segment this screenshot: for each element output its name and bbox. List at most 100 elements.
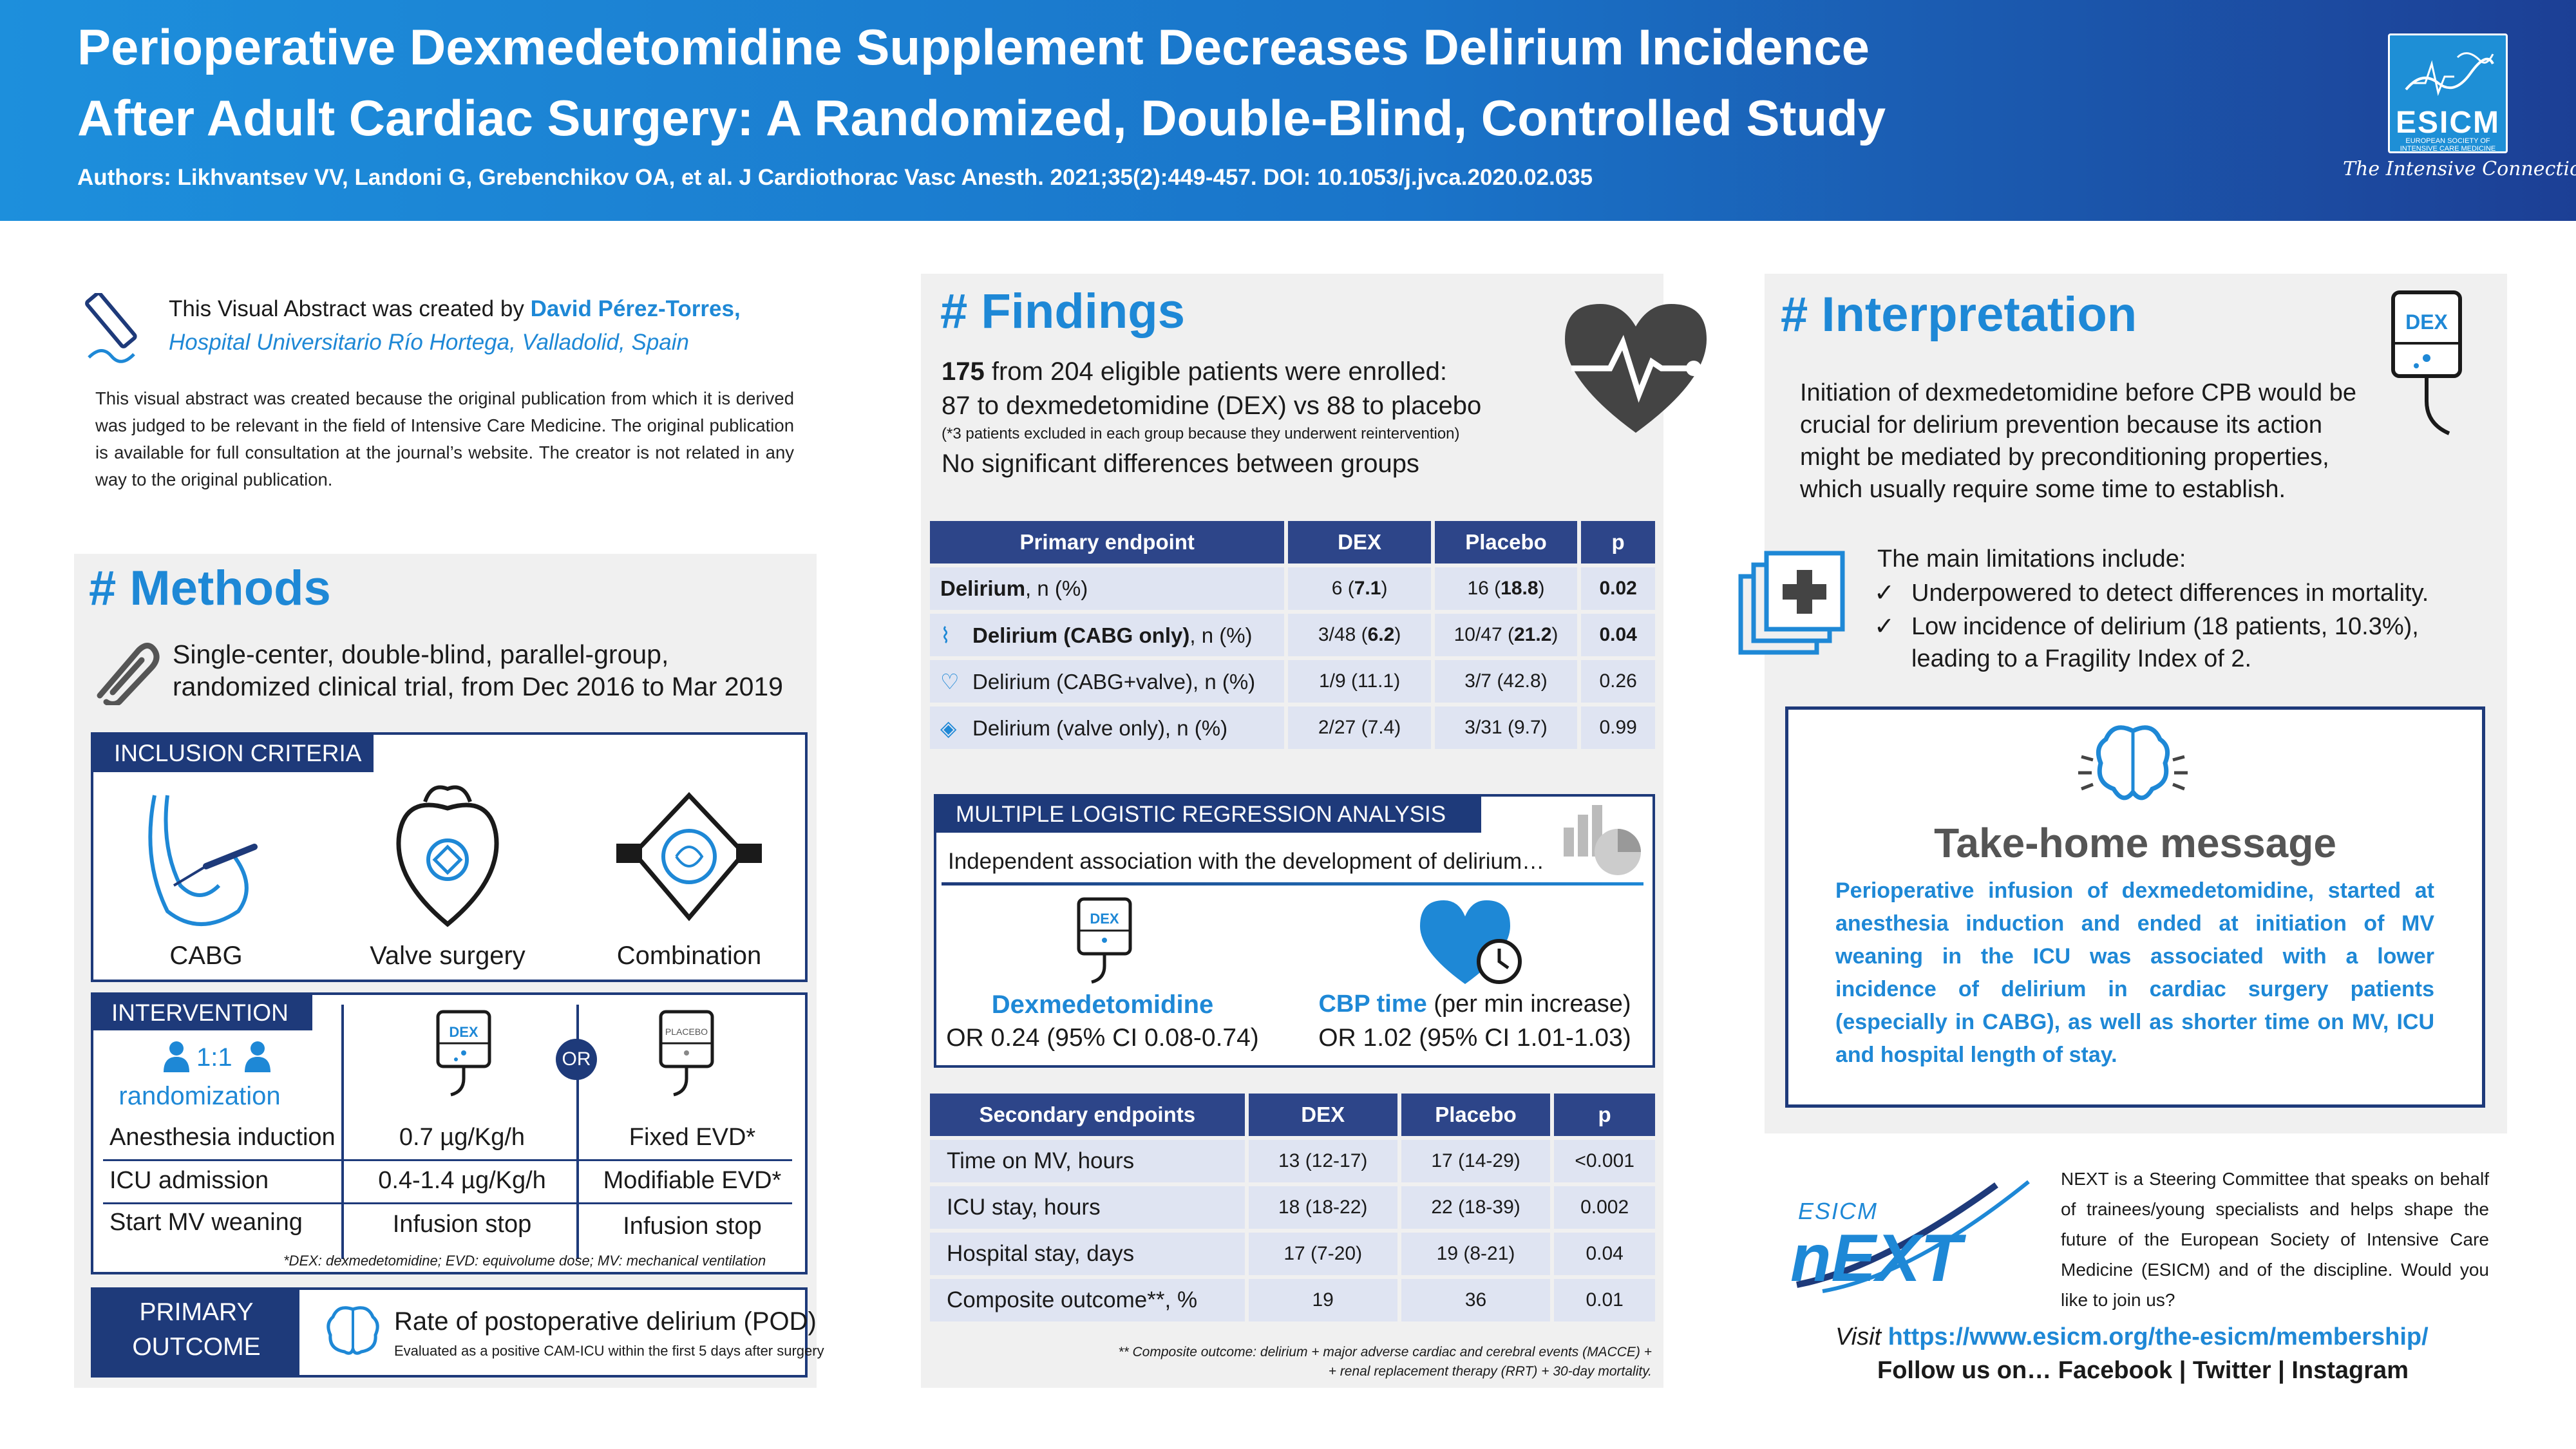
row-divider: [103, 1202, 792, 1204]
table-row: ◈ Delirium (valve only), n (%) 2/27 (7.4)…: [930, 706, 1655, 749]
cell-p: 0.04: [1554, 1233, 1655, 1275]
heart-clock-icon: [1420, 900, 1522, 984]
cell-dex: 3/48 (6.2): [1288, 614, 1431, 656]
limitation-item: ✓ Underpowered to detect differences in m…: [1874, 578, 2429, 607]
secondary-endpoint-table: Secondary endpoints DEX Placebo p Time o…: [926, 1090, 1659, 1325]
regression-subtitle: Independent association with the develop…: [948, 849, 1545, 874]
inclusion-item-valve: Valve surgery: [370, 942, 526, 970]
row-label-bold: Delirium: [940, 576, 1026, 600]
take-home-text: Perioperative infusion of dexmedetomidin…: [1835, 878, 2434, 1067]
creator-affiliation: Hospital Universitario Río Hortega, Vall…: [169, 330, 689, 355]
cell-placebo-bold: 21.2: [1514, 624, 1552, 645]
primary-outcome-text: Rate of postoperative delirium (POD): [394, 1307, 817, 1336]
cell-placebo-pre: 10/47 (: [1454, 624, 1514, 645]
person-icon: [164, 1041, 189, 1072]
header-placebo: Placebo: [1401, 1094, 1551, 1136]
visit-line: Visit https://www.esicm.org/the-esicm/me…: [1835, 1323, 2429, 1351]
limitation-text: Underpowered to detect differences in mo…: [1911, 580, 2429, 607]
or-badge: OR: [556, 1039, 597, 1080]
cell-placebo: 36: [1401, 1279, 1551, 1321]
regression-right-title-rest: (per min increase): [1426, 990, 1631, 1018]
row-label-rest: , n (%): [1025, 576, 1088, 600]
row-placebo-anesthesia: Fixed EVD*: [629, 1124, 756, 1151]
cell-placebo-post: ): [1538, 578, 1545, 599]
inclusion-criteria-label: INCLUSION CRITERIA: [93, 735, 374, 772]
row-placebo-weaning: Infusion stop: [623, 1213, 762, 1240]
interpretation-line: which usually require some time to estab…: [1800, 476, 2286, 503]
cell-p: 0.04: [1581, 614, 1655, 656]
regression-right-title: CBP time: [1318, 990, 1427, 1018]
row-dex-weaning: Infusion stop: [392, 1211, 532, 1238]
interpretation-line: might be mediated by preconditioning pro…: [1800, 444, 2329, 471]
enrolled-line: 175 from 204 eligible patients were enro…: [942, 357, 1447, 386]
header-p: p: [1554, 1094, 1655, 1136]
header-dex: DEX: [1248, 1094, 1397, 1136]
cell-p: 0.02: [1581, 567, 1655, 610]
heart-mini-icon: ♡: [940, 669, 960, 694]
table-header-row: Secondary endpoints DEX Placebo p: [930, 1094, 1655, 1136]
dex-bag-label: DEX: [449, 1024, 478, 1040]
table-row: ♡ Delirium (CABG+valve), n (%) 1/9 (11.1)…: [930, 660, 1655, 703]
title-line-2: After Adult Cardiac Surgery: A Randomize…: [77, 90, 1886, 146]
row-label-rest: Delirium (CABG+valve), n (%): [972, 669, 1256, 694]
creator-line: This Visual Abstract was created by Davi…: [169, 296, 741, 322]
cell-p: 0.01: [1554, 1279, 1655, 1321]
regression-bag-label: DEX: [1090, 911, 1119, 927]
cell-dex-pre: 6 (: [1331, 578, 1354, 599]
interpretation-title: # Interpretation: [1781, 287, 2137, 342]
cabg-icon: [148, 795, 258, 926]
randomization-ratio: 1:1: [196, 1043, 232, 1072]
esicm-logo: ESICM EUROPEAN SOCIETY OF INTENSIVE CARE…: [2388, 33, 2508, 153]
heart-rate-icon: [1565, 304, 1707, 433]
header-secondary-endpoints: Secondary endpoints: [930, 1094, 1245, 1136]
regression-right-value: OR 1.02 (95% CI 1.01-1.03): [1318, 1024, 1631, 1052]
cell-p: 0.002: [1554, 1186, 1655, 1229]
composite-note-2: + renal replacement therapy (RRT) + 30-d…: [1328, 1364, 1652, 1379]
row-label-rest: Delirium (valve only), n (%): [972, 715, 1228, 740]
interpretation-bag-label: DEX: [2405, 310, 2448, 334]
interpretation-line: Initiation of dexmedetomidine before CPB…: [1800, 379, 2356, 406]
cell-placebo: 3/31 (9.7): [1434, 706, 1578, 749]
next-logo-main: nEXT: [1790, 1221, 1962, 1296]
authors-citation: Authors: Likhvantsev VV, Landoni G, Greb…: [77, 165, 1593, 190]
esicm-next-logo: [1796, 1180, 2030, 1293]
row-label: Delirium, n (%): [930, 567, 1285, 610]
valve-surgery-icon: [396, 785, 499, 927]
primary-endpoint-table: Primary endpoint DEX Placebo p Delirium,…: [926, 517, 1659, 753]
take-home-box: [1785, 706, 2485, 1108]
cell-dex: 2/27 (7.4): [1288, 706, 1431, 749]
dex-infusion-bag-icon: [436, 1010, 491, 1097]
cell-p: 0.99: [1581, 706, 1655, 749]
enrolled-text: from 204 eligible patients were enrolled…: [984, 357, 1447, 386]
row-placebo-icu: Modifiable EVD*: [603, 1167, 782, 1194]
visit-label: Visit: [1835, 1323, 1888, 1350]
follow-us-line[interactable]: Follow us on… Facebook | Twitter | Insta…: [1877, 1357, 2409, 1384]
header-banner: Perioperative Dexmedetomidine Supplement…: [0, 0, 2576, 221]
enrolled-number: 175: [942, 357, 985, 386]
valve-mini-icon: ◈: [940, 715, 957, 740]
person-icon: [245, 1041, 270, 1072]
cell-placebo: 17 (14-29): [1401, 1140, 1551, 1182]
limitations-title: The main limitations include:: [1877, 545, 2186, 573]
limitation-item: ✓ Low incidence of delirium (18 patients,…: [1874, 612, 2419, 641]
row-label-rest: , n (%): [1189, 623, 1253, 647]
cell-p: <0.001: [1554, 1140, 1655, 1182]
logo-tagline: The Intensive Connection: [2343, 158, 2576, 180]
table-row: ICU stay, hours 18 (18-22) 22 (18-39) 0.…: [930, 1186, 1655, 1229]
regression-label: MULTIPLE LOGISTIC REGRESSION ANALYSIS: [936, 797, 1481, 833]
cell-placebo: 16 (18.8): [1434, 567, 1578, 610]
groups-line: 87 to dexmedetomidine (DEX) vs 88 to pla…: [942, 392, 1482, 420]
primary-outcome-tag: [93, 1290, 299, 1375]
membership-link[interactable]: https://www.esicm.org/the-esicm/membersh…: [1888, 1323, 2429, 1350]
placebo-bag-label: PLACEBO: [665, 1027, 708, 1037]
brain-icon: [2078, 725, 2188, 800]
row-label: ♡ Delirium (CABG+valve), n (%): [930, 660, 1285, 703]
row-label: Time on MV, hours: [930, 1140, 1245, 1182]
cell-placebo-post: ): [1551, 624, 1558, 645]
composite-note-1: ** Composite outcome: delirium + major a…: [1118, 1345, 1652, 1359]
primary-outcome-subtext: Evaluated as a positive CAM-ICU within t…: [394, 1343, 824, 1359]
header-dex: DEX: [1288, 521, 1431, 564]
intervention-label: INTERVENTION: [93, 995, 312, 1030]
table-row: ⌇ Delirium (CABG only), n (%) 3/48 (6.2) …: [930, 614, 1655, 656]
findings-title: # Findings: [940, 284, 1185, 339]
